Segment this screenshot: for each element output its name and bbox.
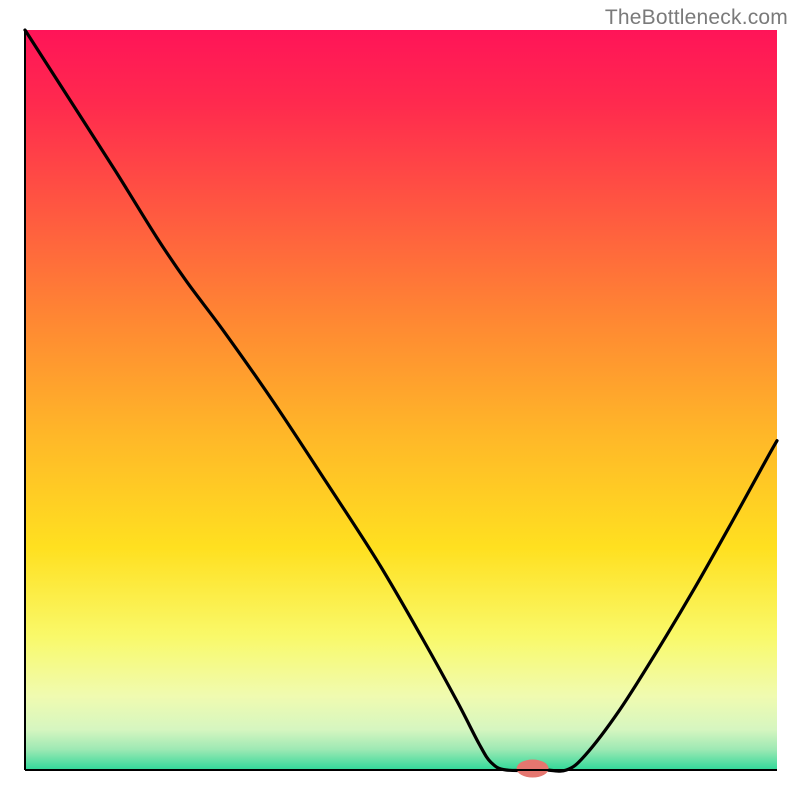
watermark-text: TheBottleneck.com bbox=[605, 6, 788, 30]
bottleneck-curve-chart bbox=[0, 0, 800, 800]
gradient-background bbox=[25, 30, 777, 770]
optimal-point-marker bbox=[517, 760, 549, 778]
plot-area bbox=[25, 30, 777, 778]
chart-container: TheBottleneck.com bbox=[0, 0, 800, 800]
